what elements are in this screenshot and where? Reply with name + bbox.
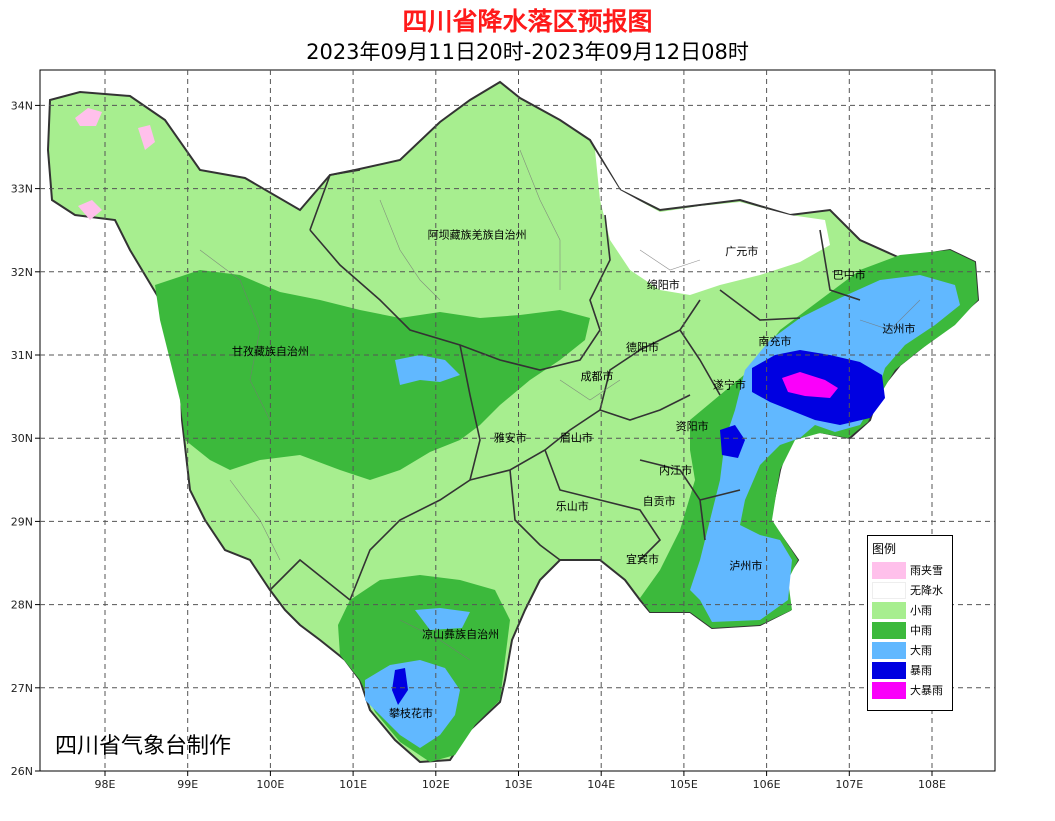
legend-item: 中雨 bbox=[872, 620, 948, 640]
legend-title: 图例 bbox=[872, 542, 897, 556]
lon-tick-label: 99E bbox=[177, 778, 198, 791]
legend-label: 中雨 bbox=[910, 624, 932, 637]
city-label: 甘孜藏族自治州 bbox=[232, 344, 309, 358]
zone-moderate-west bbox=[155, 270, 590, 480]
city-label: 攀枝花市 bbox=[389, 706, 433, 720]
lon-tick-label: 106E bbox=[753, 778, 781, 791]
legend-swatch bbox=[872, 621, 906, 639]
city-label: 南充市 bbox=[758, 334, 791, 348]
county-boundaries bbox=[199, 149, 921, 661]
city-label: 泸州市 bbox=[729, 559, 762, 573]
city-label: 广元市 bbox=[725, 244, 758, 258]
credit-text: 四川省气象台制作 bbox=[55, 734, 232, 759]
lat-tick-label: 27N bbox=[11, 682, 33, 695]
graticule bbox=[40, 70, 995, 771]
lon-tick-label: 107E bbox=[835, 778, 863, 791]
legend-swatch bbox=[872, 681, 906, 699]
city-label: 自贡市 bbox=[643, 494, 676, 508]
lat-tick-label: 26N bbox=[11, 765, 33, 778]
legend-swatch bbox=[872, 641, 906, 659]
precip-layers bbox=[46, 80, 980, 764]
legend-label: 大暴雨 bbox=[910, 684, 943, 697]
city-label: 阿坝藏族羌族自治州 bbox=[428, 228, 527, 242]
zone-no-precip bbox=[595, 150, 830, 295]
legend-label: 小雨 bbox=[910, 604, 932, 617]
zone-torrential-east bbox=[782, 372, 838, 398]
map-title: 四川省降水落区预报图 bbox=[402, 7, 653, 36]
city-label: 达州市 bbox=[882, 322, 915, 336]
city-label: 绵阳市 bbox=[647, 277, 680, 291]
prefecture-boundaries bbox=[269, 169, 861, 601]
legend-swatch bbox=[872, 581, 906, 599]
legend-item: 无降水 bbox=[872, 580, 948, 600]
zone-heavy-small bbox=[415, 608, 470, 630]
lat-tick-label: 32N bbox=[11, 266, 33, 279]
city-label: 宜宾市 bbox=[626, 552, 659, 566]
city-label: 德阳市 bbox=[626, 340, 659, 354]
zone-heavy-east bbox=[690, 275, 960, 622]
lat-tick-label: 28N bbox=[11, 599, 33, 612]
city-label: 内江市 bbox=[659, 463, 692, 477]
zone-heavy-west bbox=[395, 355, 460, 385]
city-label: 乐山市 bbox=[556, 499, 589, 513]
lat-tick-label: 31N bbox=[11, 349, 33, 362]
city-label: 资阳市 bbox=[676, 419, 709, 433]
lon-tick-label: 104E bbox=[587, 778, 615, 791]
lat-tick-label: 30N bbox=[11, 432, 33, 445]
lon-tick-label: 103E bbox=[505, 778, 533, 791]
lon-tick-label: 102E bbox=[422, 778, 450, 791]
longitude-axis: 98E 99E 100E 101E 102E 103E 104E 105E 106E 107E 10… bbox=[95, 771, 946, 791]
lat-tick-label: 29N bbox=[11, 515, 33, 528]
legend-item: 大暴雨 bbox=[872, 680, 948, 700]
lat-tick-label: 33N bbox=[11, 183, 33, 196]
legend-label: 雨夹雪 bbox=[910, 564, 943, 577]
lon-tick-label: 101E bbox=[339, 778, 367, 791]
zone-sleet-3 bbox=[78, 200, 102, 220]
legend-item: 大雨 bbox=[872, 640, 948, 660]
legend-item: 雨夹雪 bbox=[872, 560, 948, 580]
city-label: 凉山彝族自治州 bbox=[422, 627, 499, 641]
zone-rainstorm-south bbox=[392, 668, 408, 705]
legend-item: 小雨 bbox=[872, 600, 948, 620]
zone-rainstorm-mid bbox=[720, 425, 745, 458]
lon-tick-label: 98E bbox=[95, 778, 116, 791]
city-label: 巴中市 bbox=[833, 267, 866, 281]
legend-label: 大雨 bbox=[910, 644, 932, 657]
legend-swatch bbox=[872, 561, 906, 579]
zone-sleet-2 bbox=[138, 125, 155, 150]
legend-label: 暴雨 bbox=[910, 664, 932, 677]
legend-label: 无降水 bbox=[910, 584, 943, 597]
lat-tick-label: 34N bbox=[11, 99, 33, 112]
legend-item: 暴雨 bbox=[872, 660, 948, 680]
city-label: 遂宁市 bbox=[713, 377, 746, 391]
legend: 图例 雨夹雪无降水小雨中雨大雨暴雨大暴雨 bbox=[867, 535, 953, 711]
city-label: 成都市 bbox=[581, 369, 614, 383]
map-subtitle: 2023年09月11日20时-2023年09月12日08时 bbox=[306, 40, 749, 64]
legend-swatch bbox=[872, 661, 906, 679]
lon-tick-label: 100E bbox=[256, 778, 284, 791]
city-label: 雅安市 bbox=[494, 431, 527, 445]
lon-tick-label: 105E bbox=[670, 778, 698, 791]
legend-swatch bbox=[872, 601, 906, 619]
lon-tick-label: 108E bbox=[918, 778, 946, 791]
zone-sleet-1 bbox=[75, 108, 102, 126]
latitude-axis: 34N 33N 32N 31N 30N 29N 28N 27N 26N bbox=[11, 99, 40, 778]
city-label: 眉山市 bbox=[560, 431, 593, 445]
